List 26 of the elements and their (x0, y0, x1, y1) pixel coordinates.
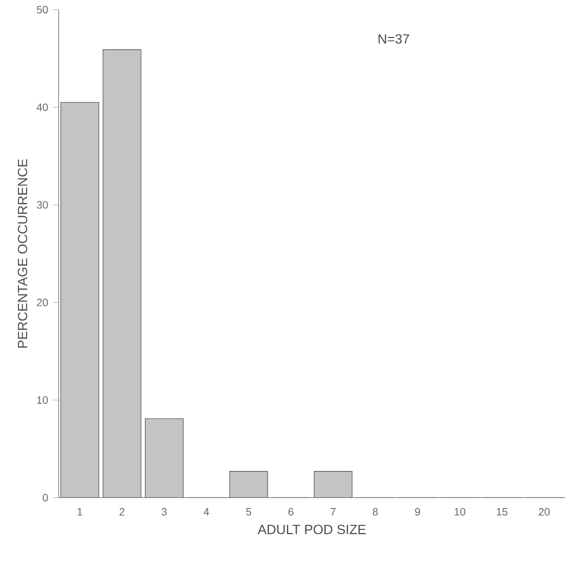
x-tick-label: 2 (120, 508, 124, 516)
bar (314, 471, 352, 498)
x-tick-label: 7 (330, 508, 336, 516)
x-tick-label: 15 (496, 508, 508, 516)
y-tick-label: 50 (36, 6, 48, 14)
x-tick-label: 10 (454, 508, 466, 516)
x-tick-label: 5 (246, 508, 252, 516)
x-axis-title: ADULT POD SIZE (258, 524, 366, 534)
annotation: N=37 (378, 34, 410, 44)
bar (102, 49, 142, 498)
y-axis-title: PERCENTAGE OCCURRENCE (18, 159, 28, 348)
bar (144, 418, 184, 498)
bar (229, 471, 268, 498)
y-tick-label: 0 (42, 494, 48, 502)
x-tick-label: 8 (372, 508, 378, 516)
bar (60, 102, 100, 498)
x-tick-label: 20 (538, 508, 550, 516)
x-tick-label: 9 (415, 508, 420, 516)
x-tick-label: 1 (78, 508, 82, 516)
y-tick-label: 40 (36, 103, 48, 112)
y-tick-label: 30 (36, 201, 48, 209)
x-tick-label: 4 (204, 508, 210, 516)
x-tick-label: 6 (288, 508, 294, 516)
y-tick-label: 20 (36, 298, 48, 306)
y-tick-label: 10 (37, 396, 48, 404)
x-tick-label: 3 (162, 508, 167, 516)
